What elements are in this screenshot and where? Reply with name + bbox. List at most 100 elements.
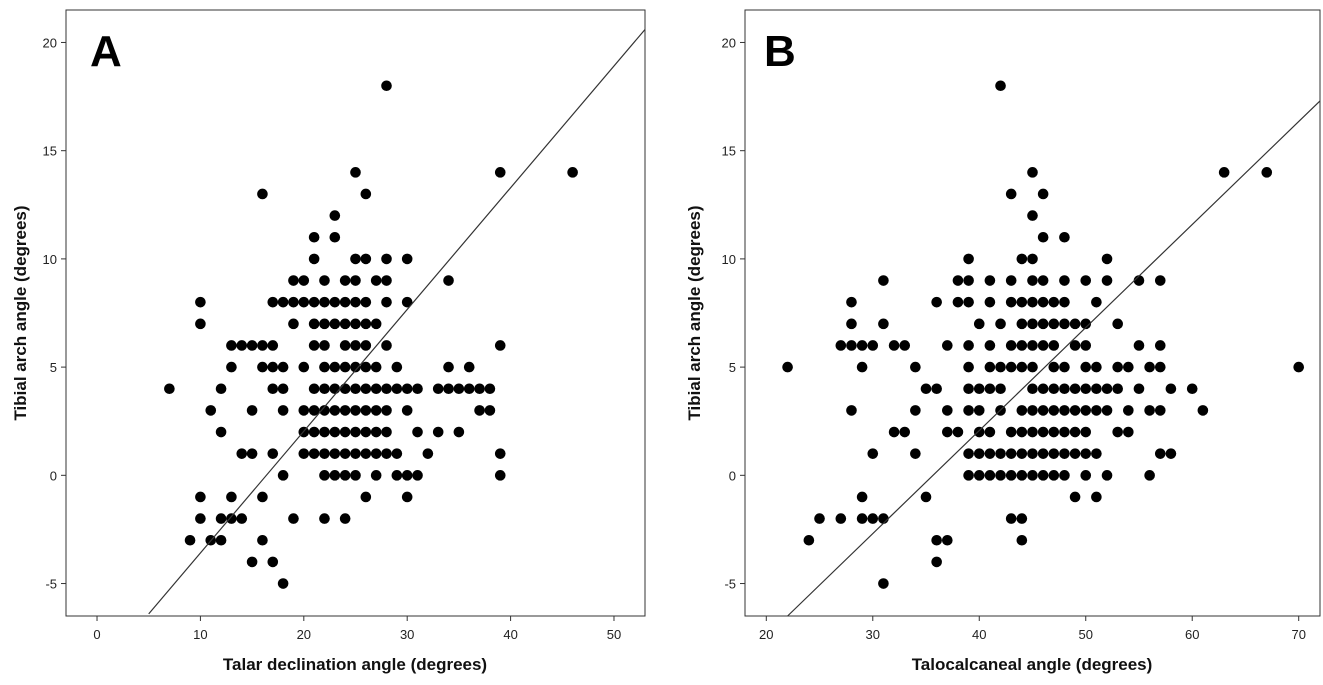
panel-a-data-point xyxy=(226,513,237,524)
panel-b-data-point xyxy=(888,340,900,351)
panel-b-data-point xyxy=(1016,534,1028,546)
panel-b-data-point xyxy=(995,448,1006,459)
panel-b-data-point xyxy=(995,318,1006,330)
panel-b-data-point xyxy=(1048,405,1060,416)
panel-a-data-point xyxy=(246,448,258,459)
panel-b-data-point xyxy=(1059,296,1070,308)
panel-a-fit-line xyxy=(148,29,646,615)
panel-a-data-point xyxy=(350,318,361,330)
panel-b-data-point xyxy=(1069,405,1081,416)
panel-a-data-point xyxy=(339,513,351,524)
panel-b-data-point xyxy=(1091,296,1102,308)
panel-a-data-point xyxy=(381,448,392,459)
panel-a-data-point xyxy=(215,513,227,524)
panel-a-data-point xyxy=(257,361,268,373)
panel-a-data-point xyxy=(474,383,485,395)
panel-a-data-point xyxy=(308,448,320,459)
panel-a-data-point xyxy=(195,318,206,330)
panel-b-data-point xyxy=(910,448,921,459)
panel-b-data-point xyxy=(973,470,985,481)
panel-b-data-point xyxy=(1027,361,1038,373)
panel-b-x-tick-label: 40 xyxy=(972,627,986,642)
panel-a-data-point xyxy=(298,448,310,459)
panel-b-data-point xyxy=(1005,426,1017,438)
panel-a-data-point xyxy=(319,340,330,351)
panel-b-data-point xyxy=(1048,470,1060,481)
panel-b-data-point xyxy=(1027,426,1038,438)
panel-a-data-point xyxy=(215,534,227,546)
panel-b-data-point xyxy=(1027,296,1038,308)
panel-b-data-point xyxy=(1037,426,1049,438)
panel-a-data-point xyxy=(267,296,279,308)
panel-b-y-tick-label: 5 xyxy=(729,360,736,375)
panel-b-data-point xyxy=(1027,405,1038,416)
panel-a-data-point xyxy=(370,361,382,373)
panel-a-data-point xyxy=(474,405,485,416)
panel-b-data-point xyxy=(963,361,974,373)
panel-b-data-point xyxy=(1027,470,1038,481)
panel-b-x-tick-label: 60 xyxy=(1185,627,1199,642)
panel-b-data-point xyxy=(1080,318,1092,330)
panel-b-data-point xyxy=(803,534,815,546)
panel-a-data-point xyxy=(391,361,403,373)
panel-b-data-point xyxy=(782,361,793,373)
panel-b-data-point xyxy=(952,275,964,286)
panel-b-data-point xyxy=(1016,318,1028,330)
panel-b-data-point xyxy=(1080,405,1092,416)
panel-b-data-point xyxy=(1037,231,1049,243)
panel-b-data-point xyxy=(1005,470,1017,481)
panel-a-data-point xyxy=(401,383,413,395)
panel-a-data-point xyxy=(381,253,392,265)
panel-a-points xyxy=(164,80,578,589)
panel-a-data-point xyxy=(412,383,423,395)
panel-b-data-point xyxy=(1016,340,1028,351)
panel-a-data-point xyxy=(329,318,341,330)
panel-a-x-tick-label: 30 xyxy=(400,627,414,642)
panel-a-data-point xyxy=(360,188,372,200)
panel-a-data-point xyxy=(288,275,299,286)
panel-b-data-point xyxy=(1091,448,1102,459)
panel-b-data-point xyxy=(846,340,857,351)
panel-b-data-point xyxy=(910,405,921,416)
panel-a-data-point xyxy=(401,253,413,265)
panel-b-data-point xyxy=(1037,340,1049,351)
panel-b-data-point xyxy=(1016,470,1028,481)
panel-b-data-point xyxy=(910,361,921,373)
panel-a-x-tick-label: 40 xyxy=(503,627,517,642)
panel-b-data-point xyxy=(920,491,932,503)
panel-b-data-point xyxy=(963,405,974,416)
panel-b-data-point xyxy=(1059,318,1070,330)
panel-a-data-point xyxy=(391,383,403,395)
panel-b-data-point xyxy=(1005,340,1017,351)
panel-a-data-point xyxy=(350,167,361,178)
panel-a-data-point xyxy=(401,491,413,503)
panel-b-data-point xyxy=(1080,426,1092,438)
panel-b-data-point xyxy=(1027,383,1038,395)
panel-b-data-point xyxy=(1027,448,1038,459)
panel-a-y-tick-label: 0 xyxy=(50,468,57,483)
panel-a-data-point xyxy=(298,361,310,373)
panel-b-data-point xyxy=(867,340,879,351)
panel-a-data-point xyxy=(339,296,351,308)
panel-a-y-tick-label: 15 xyxy=(43,144,57,159)
panel-a-data-point xyxy=(339,340,351,351)
panel-b-data-point xyxy=(1091,405,1102,416)
panel-a-data-point xyxy=(360,296,372,308)
panel-b-data-point xyxy=(899,426,911,438)
panel-b-points xyxy=(782,80,1305,589)
panel-b-data-point xyxy=(1027,340,1038,351)
panel-a-data-point xyxy=(360,405,372,416)
panel-b-data-point xyxy=(1048,383,1060,395)
panel-a-data-point xyxy=(350,296,361,308)
panel-a-data-point xyxy=(319,318,330,330)
panel-b-data-point xyxy=(1016,426,1028,438)
panel-b-data-point xyxy=(995,470,1006,481)
panel-a-data-point xyxy=(288,318,299,330)
panel-b-data-point xyxy=(963,275,974,286)
panel-b-data-point xyxy=(846,296,857,308)
panel-b-data-point xyxy=(1080,383,1092,395)
panel-b-data-point xyxy=(1154,405,1166,416)
panel-b-data-point xyxy=(984,383,996,395)
panel-a-data-point xyxy=(412,470,423,481)
